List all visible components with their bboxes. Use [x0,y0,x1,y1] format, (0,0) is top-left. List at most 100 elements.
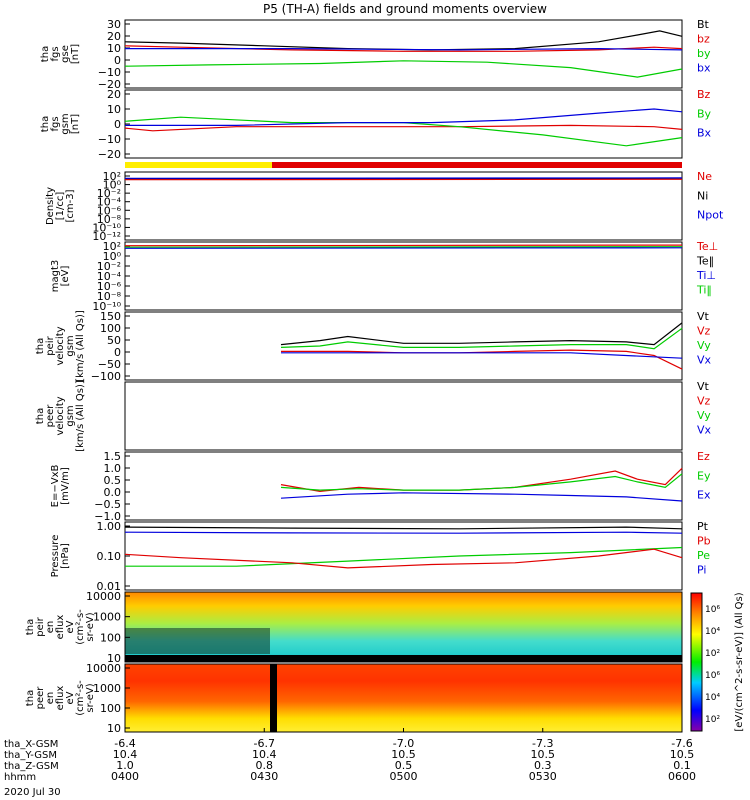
series-line-bx [125,47,683,51]
y-axis-label-line: velocity [55,326,66,365]
colorbar-gradient [690,592,703,732]
y-axis-label-line: [nT] [70,44,81,64]
y-tick-label: −10 [98,133,121,146]
colorbar-tick: 10⁴ [705,627,720,637]
panel-frame [124,451,683,521]
series-line-Vz [281,349,683,370]
y-axis-label-line: tha [25,690,36,706]
y-axis-label-line: magt3 [50,260,61,293]
y-tick-label: 10⁻⁶ [97,280,122,293]
y-axis-label: thapeerenefluxeV(cm²-s-sr-eV) [25,680,96,716]
series-line-By [124,116,683,147]
y-axis-label: Density[1/cc][cm-3] [45,187,76,225]
y-tick-label: −0.5 [94,498,121,511]
panel-frame [124,311,683,381]
y-axis-label-line: [nT] [70,114,81,134]
legend-entry: Ey [697,469,711,482]
colorbar-tick: 10⁶ [705,671,720,681]
y-tick-label: 0 [114,118,121,131]
legend-entry: Pt [697,520,709,533]
y-tick-label: 100 [100,631,121,644]
colorbar-label: [eV/(cm^2-s-sr-eV)] (All Qs) [734,592,745,731]
y-axis-label-line: sr-eV) [85,683,96,712]
y-tick-label: 10 [107,652,121,665]
legend-entry: Vx [697,423,712,436]
series-line-Pt [124,526,683,530]
y-tick-label: 10⁻⁴ [97,270,122,283]
y-tick-label: 50 [107,334,121,347]
x-row-value: -7.6 [671,737,692,750]
y-axis-label-line: eflux [55,686,66,711]
colorbar-tick: 10⁴ [705,693,720,703]
legend-entry: Te⊥ [696,240,718,253]
series-line-bz [124,45,683,52]
series-line-Vt [280,322,683,346]
y-axis-label-line: tha [25,619,36,635]
series-line-Te⊥ [124,244,683,247]
series-line-Ez [280,467,683,493]
series-line-by [124,60,683,78]
panel-frame [124,591,683,663]
y-tick-label: 100 [100,702,121,715]
x-row-value: 0530 [529,770,557,783]
y-tick-label: 10⁻⁸ [97,213,122,226]
y-tick-label: 10⁻⁶ [97,204,122,217]
panel-density: 10²10⁰10⁻²10⁻⁴10⁻⁶10⁻⁸10⁻¹⁰10⁻¹²Density[… [45,170,724,243]
y-axis-label-line: peer [35,686,46,710]
series-line-Bx [125,108,683,127]
y-axis-label-line: tha [35,338,46,354]
x-row-value: 0.8 [256,759,274,772]
x-row-label: hhmm [4,772,36,783]
series-line-Vy [280,327,683,350]
x-row-value: 0430 [250,770,278,783]
y-tick-label: 10 [107,42,121,55]
series-line-Ti‖ [124,246,683,248]
panel-frame [124,381,683,451]
x-axis-block: tha_X-GSM -6.4 -6.7 -7.0 -7.3 -7.6 tha_Y-GSM 10… [4,728,696,798]
y-tick-label: 0.01 [97,580,122,593]
y-tick-label: 100 [100,322,121,335]
y-axis-label-line: [1/cc] [55,192,66,221]
x-row-value: -6.4 [114,737,135,750]
legend-entry: by [697,47,711,60]
y-axis-label: Pressure[nPa] [50,535,71,578]
y-axis-label-line: gse [60,45,71,63]
panel-frame [124,19,683,89]
y-tick-label: 10² [103,240,121,253]
y-axis-label-line: E=−VxB [50,465,61,508]
y-axis-label: thapeervelocitygsm[km/s (All Qs)] [35,380,86,452]
y-tick-label: 20 [107,30,121,43]
y-axis-label-line: fgs [50,116,61,131]
legend-entry: Bx [697,127,712,140]
x-row-value: 0.5 [395,759,413,772]
legend-entry: Vt [697,380,710,393]
x-row-value: 10.4 [113,748,138,761]
colorbar-tick: 10² [705,715,720,725]
legend-entry: bx [697,61,711,74]
y-axis-label-line: Pressure [50,535,61,578]
y-axis-label-line: sr-eV) [85,612,96,641]
spectrogram-gap [270,664,277,732]
legend-entry: Vz [697,394,711,407]
y-tick-label: 10⁰ [103,179,122,192]
y-axis-label: magt3[eV] [50,260,71,293]
y-axis-label-line: fgs [50,46,61,61]
y-axis-label-line: [eV] [60,266,71,287]
y-axis-label-line: Density [45,187,56,225]
spectrogram-gap-band [125,655,682,662]
panel-peir_spectrogram: 10000 1000 100 10 thapeirenefluxeV(cm²-s-sr-… [25,590,683,665]
legend-entry: Bz [697,88,711,101]
y-tick-label: 10⁻⁸ [97,290,122,303]
legend-entry: By [697,107,712,120]
legend-entry: Bt [697,18,710,31]
legend-entry: Te‖ [696,254,714,267]
y-axis-label-line: en [45,692,56,705]
x-row-label: tha_X-GSM [4,739,58,750]
legend-entry: Ez [697,450,710,463]
y-tick-label: 10⁻¹² [92,230,121,243]
figure-title: P5 (TH-A) fields and ground moments over… [263,2,547,16]
series-line-Pb [124,548,683,569]
y-axis-label: thapeirenefluxeV(cm²-s-sr-eV) [25,609,96,645]
y-axis-label-line: [nPa] [60,543,71,569]
